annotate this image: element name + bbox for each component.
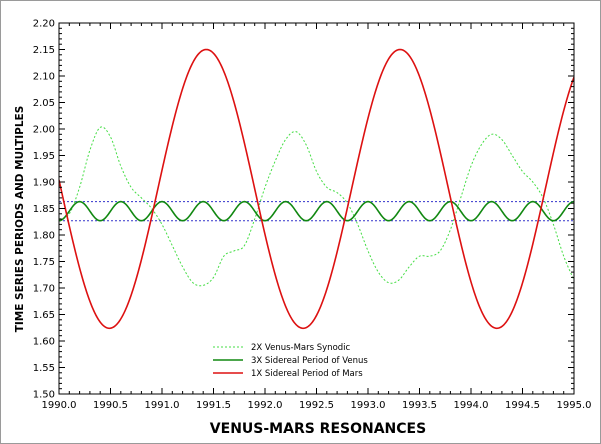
series-line-2 — [59, 200, 574, 222]
y-tick-label: 2.20 — [33, 19, 55, 30]
x-axis-title: VENUS-MARS RESONANCES — [210, 421, 426, 437]
legend-label-1: 2X Venus-Mars Synodic — [251, 343, 351, 353]
y-tick-label: 1.70 — [33, 284, 55, 295]
y-tick-label: 1.50 — [33, 390, 55, 401]
x-tick-label: 1992.5 — [299, 400, 334, 411]
y-tick-label: 1.90 — [33, 178, 55, 189]
y-tick-label: 1.75 — [33, 257, 55, 268]
x-tick-label: 1991.5 — [196, 400, 231, 411]
x-tick-label: 1991.0 — [145, 400, 180, 411]
y-axis-title: TIME SERIES PERIODS AND MULTIPLES — [14, 106, 26, 333]
y-tick-label: 2.10 — [33, 72, 55, 83]
x-tick-label: 1995.0 — [557, 400, 592, 411]
y-tick-label: 1.65 — [33, 310, 55, 321]
x-tick-label: 1990.0 — [42, 400, 77, 411]
y-tick-label: 2.05 — [33, 98, 55, 109]
y-tick-label: 1.85 — [33, 204, 55, 215]
legend-label-2: 3X Sidereal Period of Venus — [251, 356, 368, 366]
plot-area — [59, 48, 574, 330]
legend-label-3: 1X Sidereal Period of Mars — [251, 369, 363, 379]
y-tick-label: 1.95 — [33, 151, 55, 162]
plot-layer — [59, 48, 574, 330]
plot-border — [58, 22, 575, 395]
x-tick-label: 1993.0 — [351, 400, 386, 411]
series-line-1 — [59, 126, 574, 287]
x-tick-label: 1993.5 — [402, 400, 437, 411]
series-line-3 — [59, 48, 574, 330]
y-tick-label: 2.15 — [33, 45, 55, 56]
y-tick-label: 1.55 — [33, 363, 55, 374]
y-tick-label: 1.80 — [33, 231, 55, 242]
x-tick-label: 1994.5 — [505, 400, 540, 411]
y-tick-label: 2.00 — [33, 125, 55, 136]
axes-layer: 1990.0 1990.5 1991.0 1991.5 1992.0 1992.5 1993… — [33, 19, 592, 412]
x-tick-label: 1994.0 — [454, 400, 489, 411]
x-tick-label: 1992.0 — [248, 400, 283, 411]
x-tick-label: 1990.5 — [93, 400, 128, 411]
y-tick-label: 1.60 — [33, 337, 55, 348]
legend: 2X Venus-Mars Synodic 3X Sidereal Period … — [213, 343, 368, 379]
